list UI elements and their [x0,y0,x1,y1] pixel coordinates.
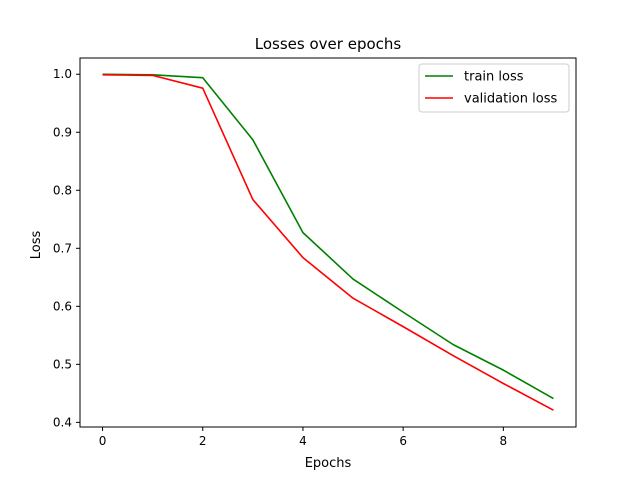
legend-label-1: validation loss [464,92,557,107]
axes-frame [79,57,577,428]
series-line-0 [102,73,554,400]
y-tick-label: 0.9 [53,125,72,139]
y-tick-label: 0.5 [53,357,72,371]
legend-label-0: train loss [464,70,524,85]
x-tick-label: 8 [500,434,508,448]
chart-title: Losses over epochs [255,35,402,53]
y-tick-label: 1.0 [53,67,72,81]
y-tick-label: 0.7 [53,241,72,255]
legend: train loss validation loss [418,63,570,113]
y-tick-label: 0.4 [53,415,72,429]
legend-box [418,63,570,113]
plot-area: 0 2 4 6 8 0.4 0.5 0.6 0.7 0.8 0.9 1.0 [53,57,577,448]
x-tick-label: 4 [299,434,307,448]
y-tick-label: 0.8 [53,183,72,197]
x-tick-label: 0 [99,434,107,448]
x-tick-label: 2 [199,434,207,448]
y-tick-label: 0.6 [53,299,72,313]
series-line-1 [102,74,554,411]
y-axis-label: Loss [29,231,44,260]
x-axis-label: Epochs [305,456,352,471]
x-tick-label: 6 [399,434,407,448]
